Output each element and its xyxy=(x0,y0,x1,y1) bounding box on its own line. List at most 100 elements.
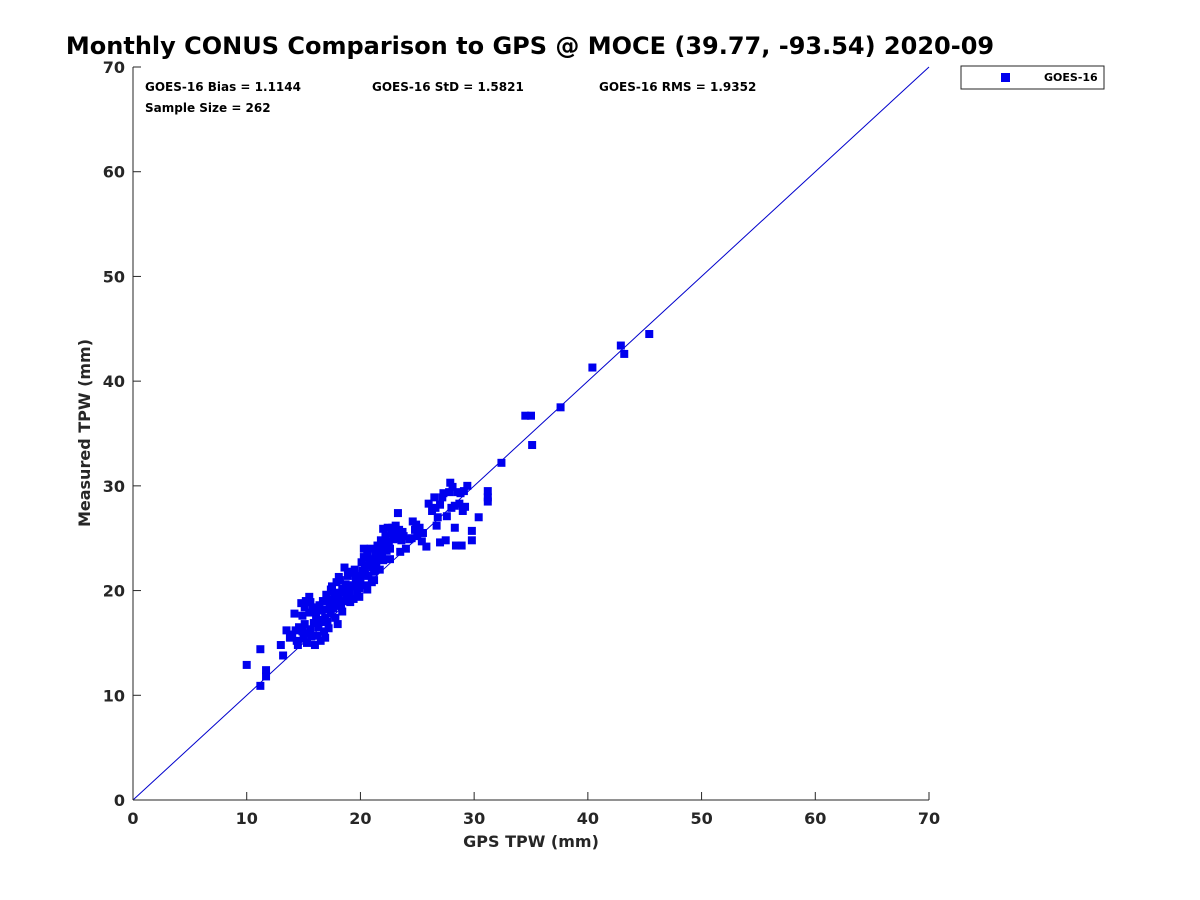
data-point xyxy=(321,633,330,642)
data-point xyxy=(338,607,347,616)
y-axis-ticks: 0 10 20 30 40 50 60 70 xyxy=(103,58,141,810)
x-tick-label: 30 xyxy=(463,809,485,828)
data-point xyxy=(362,581,371,590)
sample-size-annotation: Sample Size = 262 xyxy=(145,101,271,115)
data-point xyxy=(376,536,385,545)
data-point xyxy=(374,544,383,553)
data-point xyxy=(276,641,285,650)
data-point xyxy=(445,488,454,497)
data-point xyxy=(350,565,359,574)
data-point xyxy=(315,617,324,626)
data-point xyxy=(436,538,445,547)
legend: GOES-16 xyxy=(960,65,1105,90)
data-point xyxy=(331,613,340,622)
data-point xyxy=(322,590,331,599)
scatter-points xyxy=(242,330,654,690)
data-point xyxy=(358,566,367,575)
data-point xyxy=(340,563,349,572)
data-point xyxy=(483,487,492,496)
data-point xyxy=(411,525,420,534)
x-tick-label: 10 xyxy=(236,809,258,828)
data-point xyxy=(356,577,365,586)
data-point xyxy=(436,500,445,509)
data-point xyxy=(382,538,391,547)
data-point xyxy=(295,623,304,632)
data-point xyxy=(317,606,326,615)
data-point xyxy=(321,613,330,622)
data-point xyxy=(298,611,307,620)
data-point xyxy=(363,549,372,558)
data-point xyxy=(431,503,440,512)
data-point xyxy=(256,645,265,654)
x-tick-label: 40 xyxy=(577,809,599,828)
data-point xyxy=(379,524,388,533)
data-point xyxy=(341,580,350,589)
data-point xyxy=(366,557,375,566)
data-point xyxy=(439,489,448,498)
data-point xyxy=(310,641,319,650)
data-point xyxy=(463,481,472,490)
data-point xyxy=(298,627,307,636)
data-point xyxy=(300,620,309,629)
data-point xyxy=(355,584,364,593)
data-point xyxy=(417,537,426,546)
data-point xyxy=(412,520,421,529)
data-point xyxy=(309,619,318,628)
data-point xyxy=(262,666,271,675)
y-tick-label: 50 xyxy=(103,267,125,286)
data-point xyxy=(335,588,344,597)
data-point xyxy=(288,630,297,639)
data-point xyxy=(301,597,310,606)
y-tick-label: 40 xyxy=(103,372,125,391)
data-point xyxy=(297,599,306,608)
data-point xyxy=(353,588,362,597)
data-point xyxy=(363,585,372,594)
x-tick-label: 50 xyxy=(690,809,712,828)
data-point xyxy=(396,547,405,556)
data-point xyxy=(433,513,442,522)
data-point xyxy=(376,552,385,561)
data-point xyxy=(391,521,400,530)
y-tick-label: 20 xyxy=(103,582,125,601)
data-point xyxy=(390,528,399,537)
data-point xyxy=(392,534,401,543)
data-point xyxy=(326,585,335,594)
data-point xyxy=(483,497,492,506)
x-axis-label: GPS TPW (mm) xyxy=(463,832,599,851)
data-point xyxy=(620,349,629,358)
data-point xyxy=(325,600,334,609)
data-point xyxy=(401,544,410,553)
data-point xyxy=(451,541,460,550)
data-point xyxy=(306,598,315,607)
data-point xyxy=(413,532,422,541)
data-point xyxy=(343,567,352,576)
data-point xyxy=(304,629,313,638)
x-tick-label: 60 xyxy=(804,809,826,828)
data-point xyxy=(279,651,288,660)
data-point xyxy=(422,542,431,551)
data-point xyxy=(316,636,325,645)
data-point xyxy=(467,536,476,545)
x-tick-label: 70 xyxy=(918,809,940,828)
data-point xyxy=(455,499,464,508)
data-point xyxy=(645,330,654,339)
data-point xyxy=(483,493,492,502)
y-tick-label: 70 xyxy=(103,58,125,77)
data-point xyxy=(393,509,402,518)
data-point xyxy=(385,555,394,564)
data-point xyxy=(256,681,265,690)
data-point xyxy=(313,631,322,640)
data-point xyxy=(306,625,315,634)
legend-box xyxy=(960,65,1105,90)
data-point xyxy=(340,586,349,595)
data-point xyxy=(355,592,364,601)
data-point xyxy=(292,636,301,645)
y-axis-label: Measured TPW (mm) xyxy=(75,339,94,527)
data-point xyxy=(325,595,334,604)
data-point xyxy=(438,493,447,502)
data-point xyxy=(450,523,459,532)
data-point xyxy=(351,572,360,581)
data-point xyxy=(418,528,427,537)
data-point xyxy=(375,565,384,574)
y-tick-label: 10 xyxy=(103,686,125,705)
